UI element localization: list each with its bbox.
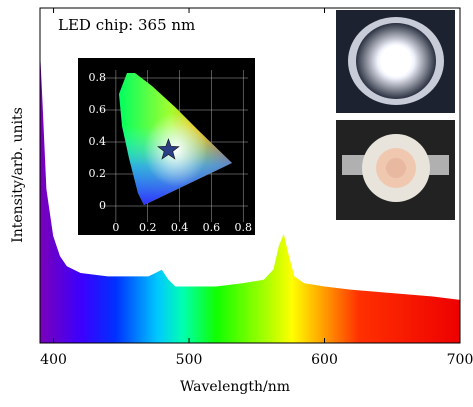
y-tick-label: 0.8 xyxy=(89,71,107,84)
x-tick-label: 600 xyxy=(311,352,338,368)
led-photo-top xyxy=(336,10,455,113)
x-tick-label: 400 xyxy=(40,352,67,368)
annotation: LED chip: 365 nm xyxy=(58,16,195,34)
y-tick-label: 0.6 xyxy=(89,103,107,116)
cie-inset: 0 0.2 0.4 0.6 0.8 0 0.2 0.4 0.6 0.8 xyxy=(78,58,255,235)
plot-frame xyxy=(39,7,461,344)
x-tick-label: 0.6 xyxy=(203,221,221,234)
x-tick-label: 0 xyxy=(112,221,119,234)
x-tick-label: 0.4 xyxy=(171,221,189,234)
led-photo-bottom xyxy=(336,120,455,220)
x-tick-label: 500 xyxy=(176,352,203,368)
x-tick-label: 0.8 xyxy=(234,221,252,234)
x-tick-label: 700 xyxy=(447,352,473,368)
x-axis-label: Wavelength/nm xyxy=(180,379,290,395)
spectrum-plot xyxy=(39,41,461,343)
spectrum-line xyxy=(39,41,461,300)
spectrum-area xyxy=(40,41,460,343)
x-tick-label: 0.2 xyxy=(139,221,157,234)
y-tick-label: 0.4 xyxy=(89,135,107,148)
y-tick-label: 0.2 xyxy=(89,167,107,180)
y-tick-label: 0 xyxy=(99,199,106,212)
y-axis-label: Intensity/arb. units xyxy=(10,107,26,243)
chromaticity-point xyxy=(157,138,180,160)
